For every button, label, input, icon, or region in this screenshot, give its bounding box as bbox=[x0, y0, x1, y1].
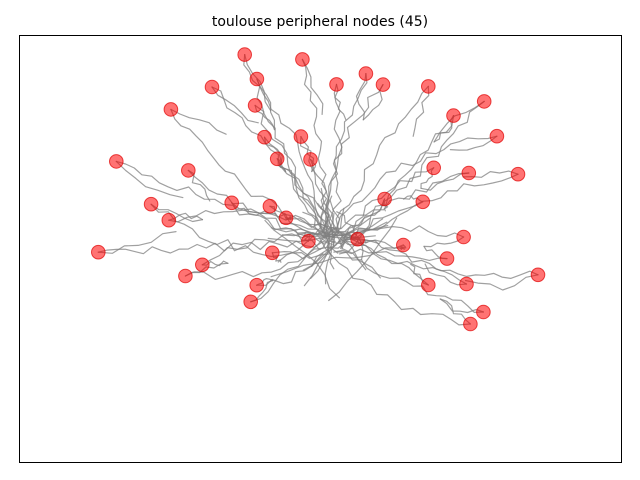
peripheral-node bbox=[476, 304, 491, 320]
branch-edge bbox=[115, 160, 184, 199]
route-edge bbox=[269, 205, 326, 245]
route-edge bbox=[324, 84, 384, 233]
peripheral-node bbox=[439, 251, 455, 266]
peripheral-node bbox=[178, 268, 193, 284]
peripheral-node bbox=[301, 233, 316, 249]
peripheral-node bbox=[278, 210, 294, 226]
branch-edge bbox=[170, 108, 227, 135]
peripheral-node bbox=[358, 66, 374, 81]
peripheral-node bbox=[350, 231, 365, 247]
route-edge bbox=[256, 78, 329, 231]
peripheral-node bbox=[375, 77, 391, 92]
peripheral-node bbox=[446, 108, 461, 123]
peripheral-node bbox=[237, 47, 252, 62]
route-edge bbox=[337, 251, 484, 313]
peripheral-node bbox=[396, 237, 411, 253]
peripheral-node bbox=[459, 276, 474, 292]
route-edge bbox=[322, 172, 470, 235]
peripheral-node bbox=[91, 244, 106, 260]
peripheral-node bbox=[269, 151, 285, 167]
peripheral-node bbox=[181, 163, 196, 178]
peripheral-node bbox=[329, 77, 344, 92]
peripheral-node bbox=[426, 160, 442, 176]
branch-edge bbox=[424, 263, 468, 286]
peripheral-node bbox=[293, 129, 309, 144]
center-edge bbox=[303, 218, 384, 287]
peripheral-node bbox=[463, 316, 478, 332]
peripheral-node bbox=[377, 191, 392, 207]
plot-frame bbox=[19, 35, 622, 463]
route-edge bbox=[328, 135, 498, 232]
peripheral-node bbox=[143, 196, 159, 212]
branch-edge bbox=[211, 86, 259, 124]
route-edge bbox=[254, 104, 332, 250]
peripheral-node bbox=[530, 267, 546, 283]
peripheral-node bbox=[249, 277, 265, 293]
route-edge bbox=[341, 100, 485, 250]
center-edge bbox=[270, 247, 404, 278]
peripheral-node bbox=[247, 98, 263, 113]
peripheral-node bbox=[195, 257, 210, 273]
route-edge bbox=[271, 248, 322, 260]
route-edge bbox=[319, 238, 471, 326]
route-edge bbox=[323, 73, 368, 234]
route-edge bbox=[276, 158, 331, 242]
route-edge bbox=[300, 136, 339, 234]
center-edge bbox=[277, 195, 333, 263]
route-edge bbox=[97, 240, 333, 255]
peripheral-node bbox=[257, 129, 272, 145]
peripheral-node bbox=[461, 165, 477, 181]
route-edge bbox=[337, 115, 455, 243]
peripheral-node bbox=[224, 195, 239, 211]
peripheral-node bbox=[456, 229, 471, 245]
peripheral-node bbox=[265, 245, 280, 261]
branch-edge bbox=[420, 172, 470, 191]
peripheral-node bbox=[204, 79, 220, 95]
route-edge bbox=[170, 108, 336, 236]
nodes-layer bbox=[91, 47, 546, 332]
branch-edge bbox=[97, 231, 177, 254]
peripheral-node bbox=[421, 79, 436, 94]
branch-edge bbox=[301, 58, 324, 115]
branch-edge bbox=[150, 203, 204, 223]
route-edge bbox=[184, 234, 340, 280]
branch-edge bbox=[439, 298, 484, 314]
route-edge bbox=[339, 237, 539, 279]
branch-edge bbox=[231, 202, 272, 216]
chart-title: toulouse peripheral nodes (45) bbox=[212, 14, 428, 30]
peripheral-node bbox=[161, 212, 177, 228]
route-edge bbox=[326, 85, 429, 248]
peripheral-node bbox=[421, 277, 436, 293]
route-edge bbox=[250, 229, 334, 303]
center-edge bbox=[270, 224, 389, 235]
peripheral-node bbox=[262, 198, 278, 214]
peripheral-node bbox=[489, 128, 505, 144]
peripheral-node bbox=[243, 294, 258, 310]
peripheral-node bbox=[295, 52, 310, 67]
branch-edge bbox=[412, 85, 430, 137]
peripheral-node bbox=[109, 154, 124, 169]
peripheral-node bbox=[163, 102, 179, 117]
center-edge bbox=[328, 217, 398, 302]
peripheral-node bbox=[476, 94, 492, 109]
peripheral-node bbox=[510, 166, 526, 182]
peripheral-node bbox=[303, 152, 318, 167]
edges-layer bbox=[97, 54, 539, 326]
branch-edge bbox=[256, 78, 276, 131]
peripheral-node bbox=[249, 71, 265, 87]
peripheral-node bbox=[415, 194, 431, 210]
branch-edge bbox=[449, 135, 498, 151]
center-edge bbox=[311, 213, 335, 268]
center-edge bbox=[264, 219, 340, 299]
branch-edge bbox=[464, 274, 539, 291]
